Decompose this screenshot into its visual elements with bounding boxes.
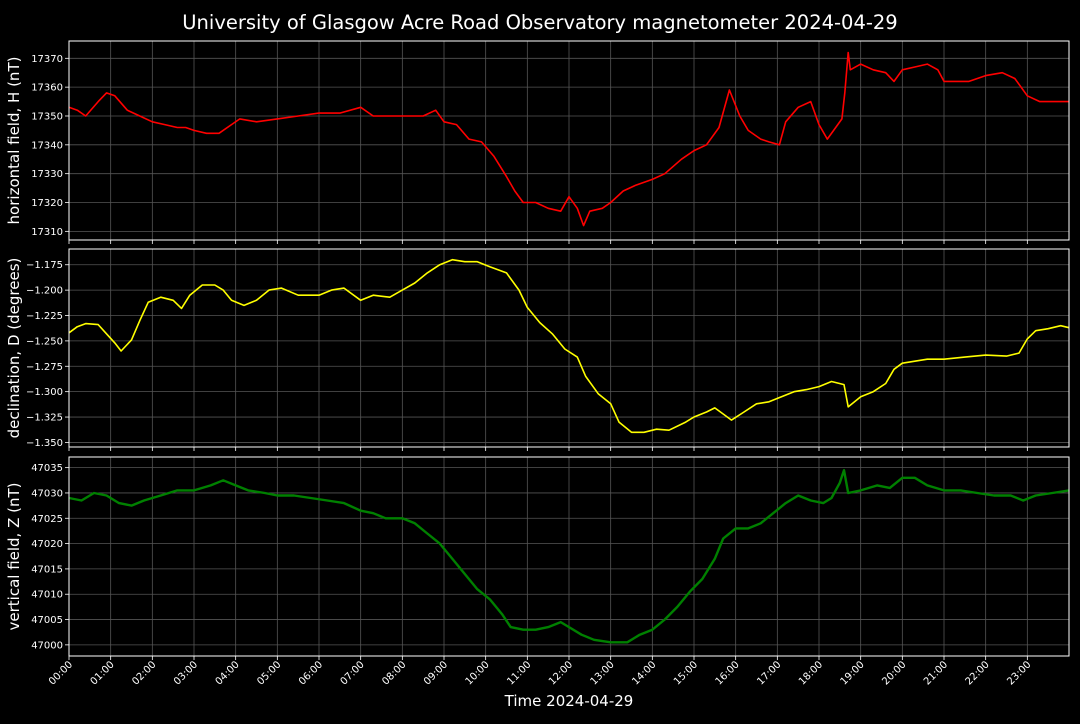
y-axis-label: horizontal field, H (nT) — [5, 57, 23, 225]
series-line-vertical-field — [68, 469, 1070, 644]
panel-frame — [68, 248, 1070, 448]
y-tick-label: 47000 — [31, 640, 63, 651]
y-tick-label: 47030 — [31, 488, 63, 499]
panel-declination: −1.350 −1.325 −1.300 −1.275 −1.250 −1.225 −1.2… — [5, 248, 1070, 451]
y-tick-label: 17340 — [31, 140, 63, 151]
y-axis-label: vertical field, Z (nT) — [5, 482, 23, 630]
y-tick-label: −1.300 — [26, 387, 63, 398]
y-axis-label: declination, D (degrees) — [5, 258, 23, 439]
y-tick-label: 47010 — [31, 590, 63, 601]
y-tick-label: −1.250 — [26, 336, 63, 347]
y-tick-label: 17350 — [31, 111, 63, 122]
panel-frame — [68, 40, 1070, 241]
y-tick-label: 17320 — [31, 198, 63, 209]
y-tick-label: 47035 — [31, 463, 63, 474]
y-tick-label: −1.225 — [26, 311, 63, 322]
panel-frame — [68, 456, 1070, 657]
y-tick-label: −1.200 — [26, 286, 63, 297]
series-line-declination — [68, 258, 1070, 434]
y-tick-label: −1.325 — [26, 413, 63, 424]
panel-horizontal-field: 17310 17320 17330 17340 17350 17360 17370 horiz… — [5, 40, 1070, 244]
series-line-horizontal-field — [68, 51, 1069, 227]
y-tick-label: −1.350 — [26, 438, 63, 449]
y-tick-label: 47025 — [31, 514, 63, 525]
y-tick-label: −1.275 — [26, 362, 63, 373]
chart-title: University of Glasgow Acre Road Observat… — [182, 11, 897, 34]
y-tick-label: 17370 — [31, 54, 63, 65]
y-tick-label: 47015 — [31, 564, 63, 575]
y-tick-label: 47020 — [31, 539, 63, 550]
panel-vertical-field: 47000 47005 47010 47015 47020 47025 47030 47035… — [5, 456, 1070, 660]
y-tick-label: 17310 — [31, 227, 63, 238]
y-tick-label: −1.175 — [26, 260, 63, 271]
x-axis-label: Time 2024-04-29 — [504, 692, 634, 710]
y-tick-label: 47005 — [31, 615, 63, 626]
y-tick-label: 17360 — [31, 83, 63, 94]
y-tick-label: 17330 — [31, 169, 63, 180]
